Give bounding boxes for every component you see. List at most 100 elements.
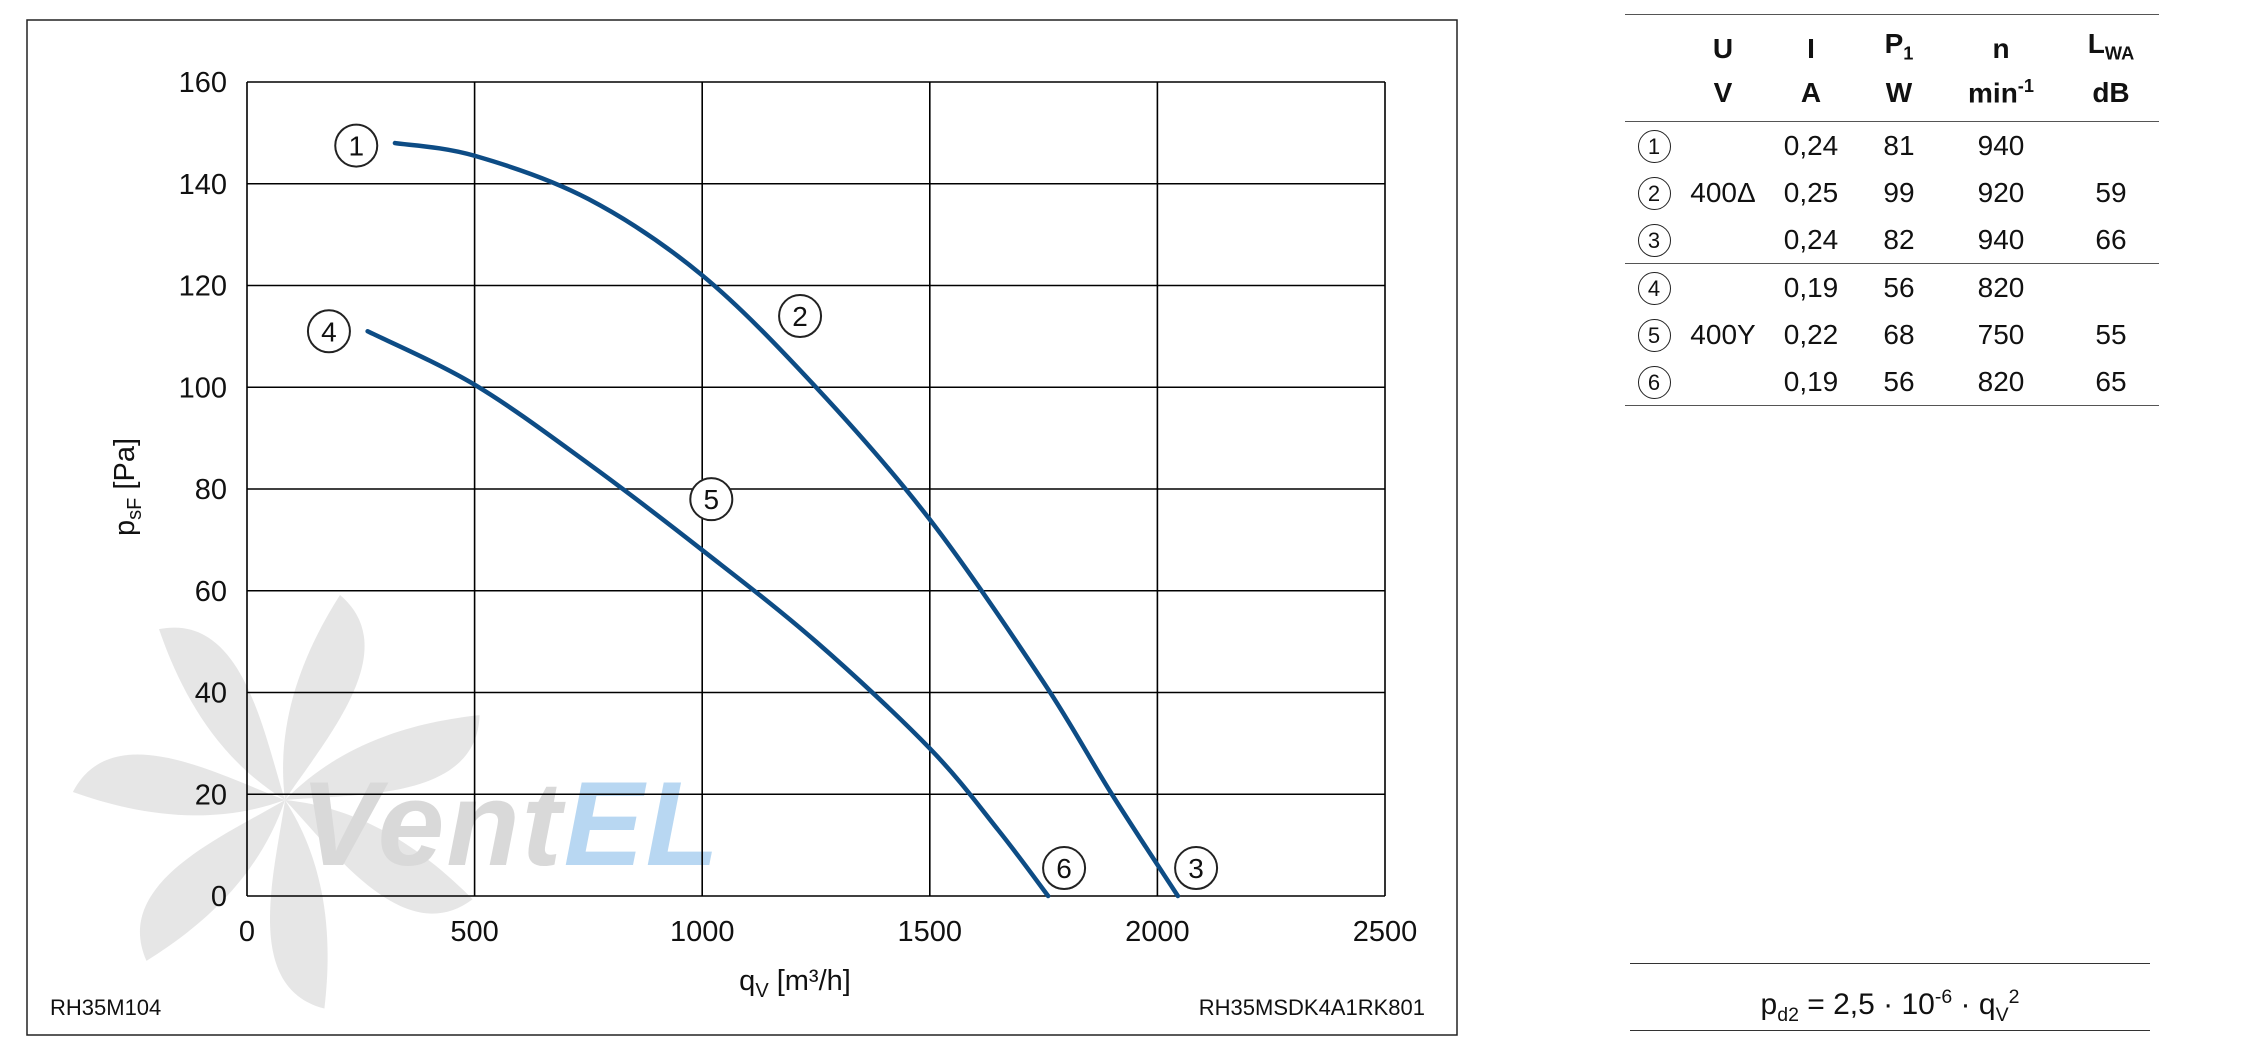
cell-u: 400Y — [1690, 318, 1756, 350]
cell-u: 400Δ — [1690, 176, 1756, 208]
unit-l: dB — [2063, 65, 2159, 122]
row-id-badge: 3 — [1637, 223, 1671, 257]
watermark-logo: VentEL — [72, 595, 721, 1009]
motor-data-table: U I P1 n LWA V A W min-1 dB 1 0,24 81 94… — [1625, 14, 2159, 406]
point-label-text: 5 — [704, 484, 720, 515]
cell-n: 920 — [1977, 176, 2025, 208]
row-id-badge: 4 — [1637, 271, 1671, 305]
curve-point-label: 5 — [689, 477, 734, 522]
curve-2 — [365, 329, 1051, 899]
x-tick-label: 500 — [450, 916, 498, 948]
cell-i: 0,25 — [1783, 176, 1839, 208]
table-row: 4 0,19 56 820 — [1625, 264, 2159, 312]
cell-p: 82 — [1859, 216, 1939, 264]
cell-l — [2063, 122, 2159, 170]
cell-i: 0,24 — [1783, 129, 1839, 161]
cell-u — [1683, 122, 1763, 170]
watermark-fan-blade — [139, 800, 285, 961]
curve-point-label: 2 — [778, 294, 823, 339]
table-row: 3 0,24 82 940 66 — [1625, 216, 2159, 264]
row-id-badge: 5 — [1637, 318, 1671, 352]
cell-i: 0,19 — [1783, 271, 1839, 303]
row-id-badge: 2 — [1637, 176, 1671, 210]
unit-p: W — [1859, 65, 1939, 122]
y-tick-label: 140 — [179, 169, 227, 201]
curve-point-label: 3 — [1174, 846, 1219, 891]
x-axis-label: qV [m³/h] — [739, 965, 851, 1002]
curve-1 — [392, 140, 1181, 899]
unit-i: A — [1763, 65, 1859, 122]
point-label-circle — [1174, 846, 1219, 891]
col-header-u: U — [1683, 14, 1763, 65]
watermark-fan-blade — [159, 627, 285, 800]
cell-p: 81 — [1883, 129, 1915, 161]
cell-p: 56 — [1859, 358, 1939, 406]
cell-p: 99 — [1883, 176, 1915, 208]
point-label-circle — [689, 477, 734, 522]
watermark-fan-blade — [72, 754, 285, 816]
cell-l: 66 — [2063, 216, 2159, 264]
cell-u — [1683, 264, 1763, 312]
cell-u — [1683, 216, 1763, 264]
row-id-badge: 6 — [1637, 365, 1671, 399]
watermark-fan-blade — [285, 800, 473, 914]
watermark-fan-blade — [270, 800, 328, 1009]
col-header-p: P1 — [1859, 14, 1939, 65]
col-header-l: LWA — [2063, 14, 2159, 65]
point-label-circle — [306, 309, 351, 354]
curves — [365, 140, 1181, 899]
cell-n: 940 — [1977, 129, 2025, 161]
dynamic-pressure-formula: pd2 = 2,5 · 10-6 · qV2 — [1630, 963, 2150, 1031]
curve-point-label: 4 — [306, 309, 351, 354]
table-row: 5 400Y 0,22 68 750 55 — [1625, 311, 2159, 358]
col-header-n: n — [1939, 14, 2063, 65]
chart-frame — [26, 19, 1458, 1036]
y-tick-label: 100 — [179, 372, 227, 404]
cell-l: 55 — [2095, 318, 2127, 350]
curve-labels: 1 2 3 4 5 6 — [306, 123, 1219, 891]
y-tick-label: 60 — [195, 576, 227, 608]
x-tick-label: 2000 — [1125, 916, 1190, 948]
cell-n: 940 — [1939, 216, 2063, 264]
point-label-text: 3 — [1188, 853, 1204, 884]
cell-n: 820 — [1977, 271, 2025, 303]
curve-point-label: 1 — [334, 123, 379, 168]
y-tick-label: 160 — [179, 67, 227, 99]
cell-l — [2063, 264, 2159, 312]
point-label-text: 6 — [1056, 853, 1072, 884]
y-axis-label: psF [Pa] — [109, 438, 146, 536]
cell-u — [1683, 358, 1763, 406]
watermark-text-gray: Vent — [300, 757, 567, 891]
table-id-header — [1625, 14, 1683, 65]
watermark-fan-blade — [283, 595, 365, 800]
point-label-text: 2 — [792, 301, 808, 332]
x-tick-label: 1000 — [670, 916, 735, 948]
axis-ticks: 0 500 1000 1500 2000 250002040608010012014016… — [179, 67, 1418, 948]
cell-n: 750 — [1977, 318, 2025, 350]
y-tick-label: 80 — [195, 474, 227, 506]
cell-i: 0,22 — [1783, 318, 1839, 350]
row-id-badge: 1 — [1637, 129, 1671, 163]
table-row: 6 0,19 56 820 65 — [1625, 358, 2159, 406]
unit-u: V — [1683, 65, 1763, 122]
point-label-text: 1 — [348, 131, 364, 162]
cell-i: 0,19 — [1763, 358, 1859, 406]
x-tick-label: 2500 — [1353, 916, 1418, 948]
point-label-circle — [334, 123, 379, 168]
y-tick-label: 120 — [179, 271, 227, 303]
watermark-text: VentEL — [300, 757, 721, 891]
fan-curve-chart: VentEL 0 500 1000 1500 2000 2500 0 20 40 60 80 100 1… — [26, 19, 1458, 1036]
point-label-text: 4 — [321, 316, 337, 347]
table-row: 1 0,24 81 940 — [1625, 122, 2159, 170]
unit-n: min-1 — [1939, 65, 2063, 122]
table-row: 2 400Δ 0,25 99 920 59 — [1625, 169, 2159, 216]
footer-right: RH35MSDK4A1RK801 — [1199, 995, 1425, 1020]
y-tick-label: 0 — [211, 881, 227, 913]
cell-p: 56 — [1883, 271, 1915, 303]
footer-left: RH35M104 — [50, 995, 161, 1020]
curve-point-label: 6 — [1042, 846, 1087, 891]
watermark-fan-blade — [285, 715, 480, 800]
x-tick-label: 0 — [239, 916, 255, 948]
cell-n: 820 — [1939, 358, 2063, 406]
x-tick-label: 1500 — [898, 916, 963, 948]
